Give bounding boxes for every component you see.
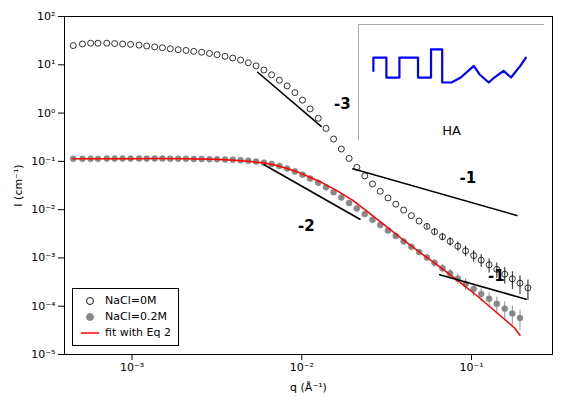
svg-text:-1: -1 — [488, 267, 505, 285]
svg-text:10²: 10² — [37, 10, 55, 23]
html-text:fit with Eq 2: fit with Eq 2 — [105, 326, 171, 339]
html-text:NaCl=0M: NaCl=0M — [105, 294, 157, 307]
svg-text:10⁰: 10⁰ — [37, 107, 56, 120]
svg-text:-1: -1 — [460, 169, 477, 187]
html-text:NaCl=0.2M: NaCl=0.2M — [105, 310, 167, 323]
svg-text:I (cm⁻¹): I (cm⁻¹) — [12, 164, 25, 206]
svg-text:10⁻¹: 10⁻¹ — [459, 361, 483, 374]
svg-text:10⁻¹: 10⁻¹ — [31, 155, 55, 168]
svg-text:HA: HA — [442, 123, 461, 138]
svg-text:10⁻⁴: 10⁻⁴ — [31, 300, 56, 313]
svg-text:10¹: 10¹ — [37, 58, 55, 71]
svg-text:10⁻³: 10⁻³ — [120, 361, 144, 374]
svg-text:10⁻³: 10⁻³ — [31, 251, 55, 264]
svg-text:-3: -3 — [334, 95, 351, 113]
svg-text:10⁻²: 10⁻² — [290, 361, 314, 374]
svg-text:10⁻⁵: 10⁻⁵ — [31, 348, 55, 361]
svg-text:10⁻²: 10⁻² — [31, 203, 55, 216]
svg-text:q (Å⁻¹): q (Å⁻¹) — [290, 381, 327, 394]
svg-text:-2: -2 — [298, 217, 315, 235]
